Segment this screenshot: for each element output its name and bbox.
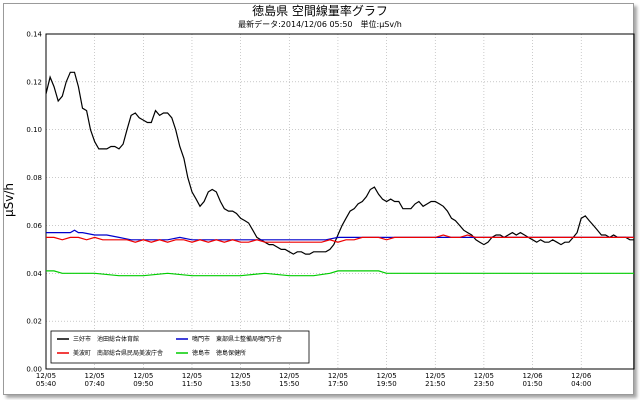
y-tick-label: 0.14: [26, 31, 42, 39]
chart-title: 徳島県 空間線量率グラフ: [252, 3, 388, 18]
y-tick-label: 0.06: [26, 222, 42, 230]
series-line-1: [45, 71, 634, 255]
x-tick-time: 04:00: [571, 380, 591, 388]
series-line-4: [46, 270, 634, 277]
x-tick-date: 12/05: [474, 372, 494, 380]
x-tick-date: 12/06: [571, 372, 592, 380]
x-tick-time: 17:50: [328, 380, 348, 388]
y-tick-label: 0.12: [26, 78, 42, 86]
x-tick-time: 15:50: [279, 380, 299, 388]
x-tick-date: 12/05: [133, 372, 153, 380]
x-ticks: 12/0505:4012/0507:4012/0509:5012/0511:50…: [36, 372, 592, 388]
y-tick-label: 0.02: [26, 318, 42, 326]
x-tick-time: 11:50: [182, 380, 202, 388]
x-tick-time: 05:40: [36, 380, 56, 388]
x-tick-time: 07:40: [85, 380, 105, 388]
y-axis-label: μSv/h: [2, 183, 16, 217]
x-tick-date: 12/05: [231, 372, 251, 380]
legend-box: [50, 330, 310, 364]
x-tick-time: 09:50: [133, 380, 153, 388]
x-tick-date: 12/05: [279, 372, 299, 380]
grid: [46, 34, 634, 369]
series-line-3: [46, 234, 634, 243]
x-tick-date: 12/05: [425, 372, 445, 380]
x-tick-date: 12/05: [36, 372, 56, 380]
x-tick-date: 12/05: [182, 372, 202, 380]
y-tick-label: 0.08: [26, 174, 42, 182]
y-tick-label: 0.04: [26, 270, 42, 278]
y-tick-label: 0.10: [26, 126, 42, 134]
x-tick-time: 19:50: [376, 380, 396, 388]
x-tick-time: 01:50: [522, 380, 542, 388]
x-tick-time: 23:50: [474, 380, 494, 388]
x-tick-date: 12/05: [328, 372, 348, 380]
x-tick-date: 12/05: [85, 372, 105, 380]
chart-subtitle: 最新データ:2014/12/06 05:50 単位:μSv/h: [238, 19, 402, 29]
x-tick-date: 12/06: [522, 372, 543, 380]
x-tick-time: 21:50: [425, 380, 445, 388]
legend-label: 美波町 南部総合県民局美波庁舎: [73, 349, 163, 357]
y-ticks: 0.00 0.02 0.04 0.06 0.08 0.10 0.12 0.14: [26, 31, 42, 374]
x-tick-date: 12/05: [376, 372, 396, 380]
chart-frame: [3, 3, 634, 395]
x-tick-time: 13:50: [231, 380, 251, 388]
y-tick-label: 0.00: [26, 366, 42, 374]
series-lines: [45, 71, 634, 277]
legend-label: 鳴門市 東部県土整備局鳴門庁舎: [192, 335, 282, 343]
plot-area: [45, 33, 635, 370]
legend-label: 徳島市 徳島保健所: [192, 349, 246, 357]
legend-label: 三好市 池田総合体育館: [73, 335, 139, 343]
